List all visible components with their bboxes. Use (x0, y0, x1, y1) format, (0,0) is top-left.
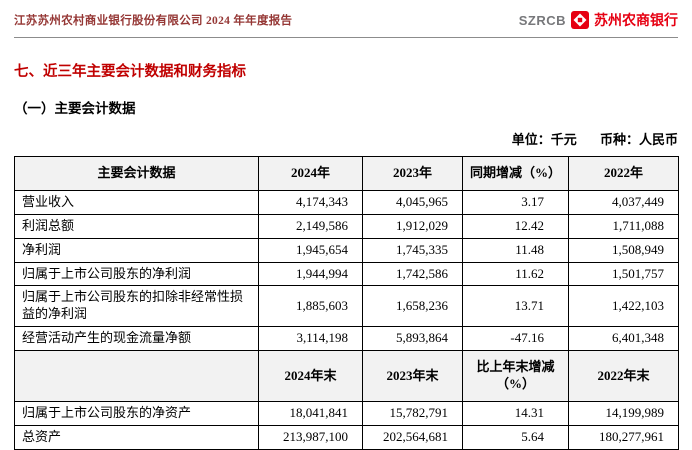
table-header-row-annual: 主要会计数据 2024年 2023年 同期增减（%） 2022年 (14, 156, 679, 191)
row-label: 经营活动产生的现金流量净额 (14, 326, 259, 352)
value-2024: 3,114,198 (258, 326, 363, 352)
bank-logo: SZRCB 苏州农商银行 (519, 10, 678, 30)
row-label: 利润总额 (14, 213, 259, 239)
table-header-row-yearend: 2024年末 2023年末 比上年末增减（%） 2022年末 (14, 350, 679, 402)
header-divider (14, 37, 678, 38)
logo-abbr-text: SZRCB (518, 12, 566, 28)
bank-logo-icon (571, 11, 589, 29)
value-2022: 1,501,757 (568, 261, 679, 287)
value-2023: 202,564,681 (362, 424, 463, 450)
value-change: 11.48 (462, 237, 569, 263)
value-2022: 6,401,348 (568, 326, 679, 352)
bank-name-text: 苏州农商银行 (594, 14, 678, 29)
column-header: 比上年末增减（%） (462, 350, 569, 402)
table-row-total-profit: 利润总额 2,149,586 1,912,029 12.42 1,711,088 (14, 213, 679, 239)
value-2023: 1,745,335 (362, 237, 463, 263)
value-2024: 1,945,654 (258, 237, 363, 263)
value-2023: 5,893,864 (362, 326, 463, 352)
row-label: 总资产 (14, 424, 259, 450)
row-label: 净利润 (14, 237, 259, 263)
table-row-operating-income: 营业收入 4,174,343 4,045,965 3.17 4,037,449 (14, 189, 679, 215)
value-change: 13.71 (462, 285, 569, 328)
value-change: -47.16 (462, 326, 569, 352)
row-label: 归属于上市公司股东的净资产 (14, 400, 259, 426)
value-change: 12.42 (462, 213, 569, 239)
value-2023: 1,912,029 (362, 213, 463, 239)
value-2023: 1,742,586 (362, 261, 463, 287)
column-header: 主要会计数据 (14, 156, 259, 191)
key-accounting-data-table: 主要会计数据 2024年 2023年 同期增减（%） 2022年 营业收入 4,… (14, 156, 679, 450)
column-header (14, 350, 259, 402)
column-header: 2024年 (258, 156, 363, 191)
value-change: 3.17 (462, 189, 569, 215)
column-header: 2022年 (568, 156, 679, 191)
table-row-total-assets: 总资产 213,987,100 202,564,681 5.64 180,277… (14, 424, 679, 450)
unit-label: 单位：千元 (511, 132, 577, 147)
value-2022: 1,711,088 (568, 213, 679, 239)
value-change: 5.64 (462, 424, 569, 450)
value-2022: 180,277,961 (568, 424, 679, 450)
column-header: 同期增减（%） (462, 156, 569, 191)
value-2024: 213,987,100 (258, 424, 363, 450)
value-2024: 18,041,841 (258, 400, 363, 426)
value-2023: 4,045,965 (362, 189, 463, 215)
value-2024: 1,885,603 (258, 285, 363, 328)
unit-note: 单位：千元 币种：人民币 (14, 129, 678, 148)
column-header: 2024年末 (258, 350, 363, 402)
value-change: 14.31 (462, 400, 569, 426)
table-row-net-profit-deducting-nonrecurring: 归属于上市公司股东的扣除非经常性损益的净利润 1,885,603 1,658,2… (14, 285, 679, 328)
value-2022: 4,037,449 (568, 189, 679, 215)
table-row-net-assets-attributable: 归属于上市公司股东的净资产 18,041,841 15,782,791 14.3… (14, 400, 679, 426)
value-2024: 4,174,343 (258, 189, 363, 215)
value-2022: 1,508,949 (568, 237, 679, 263)
column-header: 2022年末 (568, 350, 679, 402)
page-header: 江苏苏州农村商业银行股份有限公司 2024 年年度报告 SZRCB 苏州农商银行 (14, 10, 678, 30)
row-label: 营业收入 (14, 189, 259, 215)
value-2024: 1,944,994 (258, 261, 363, 287)
row-label: 归属于上市公司股东的扣除非经常性损益的净利润 (14, 285, 259, 328)
column-header: 2023年 (362, 156, 463, 191)
currency-label: 币种：人民币 (599, 132, 678, 147)
value-change: 11.62 (462, 261, 569, 287)
table-row-net-profit: 净利润 1,945,654 1,745,335 11.48 1,508,949 (14, 237, 679, 263)
section-title: 七、近三年主要会计数据和财务指标 (14, 64, 246, 80)
value-2022: 1,422,103 (568, 285, 679, 328)
table-row-operating-cash-flow: 经营活动产生的现金流量净额 3,114,198 5,893,864 -47.16… (14, 326, 679, 352)
subsection-title: （一）主要会计数据 (14, 101, 136, 116)
report-title-header: 江苏苏州农村商业银行股份有限公司 2024 年年度报告 (14, 15, 293, 27)
value-2023: 15,782,791 (362, 400, 463, 426)
value-2022: 14,199,989 (568, 400, 679, 426)
value-2024: 2,149,586 (258, 213, 363, 239)
column-header: 2023年末 (362, 350, 463, 402)
value-2023: 1,658,236 (362, 285, 463, 328)
table-row-net-profit-attributable: 归属于上市公司股东的净利润 1,944,994 1,742,586 11.62 … (14, 261, 679, 287)
row-label: 归属于上市公司股东的净利润 (14, 261, 259, 287)
